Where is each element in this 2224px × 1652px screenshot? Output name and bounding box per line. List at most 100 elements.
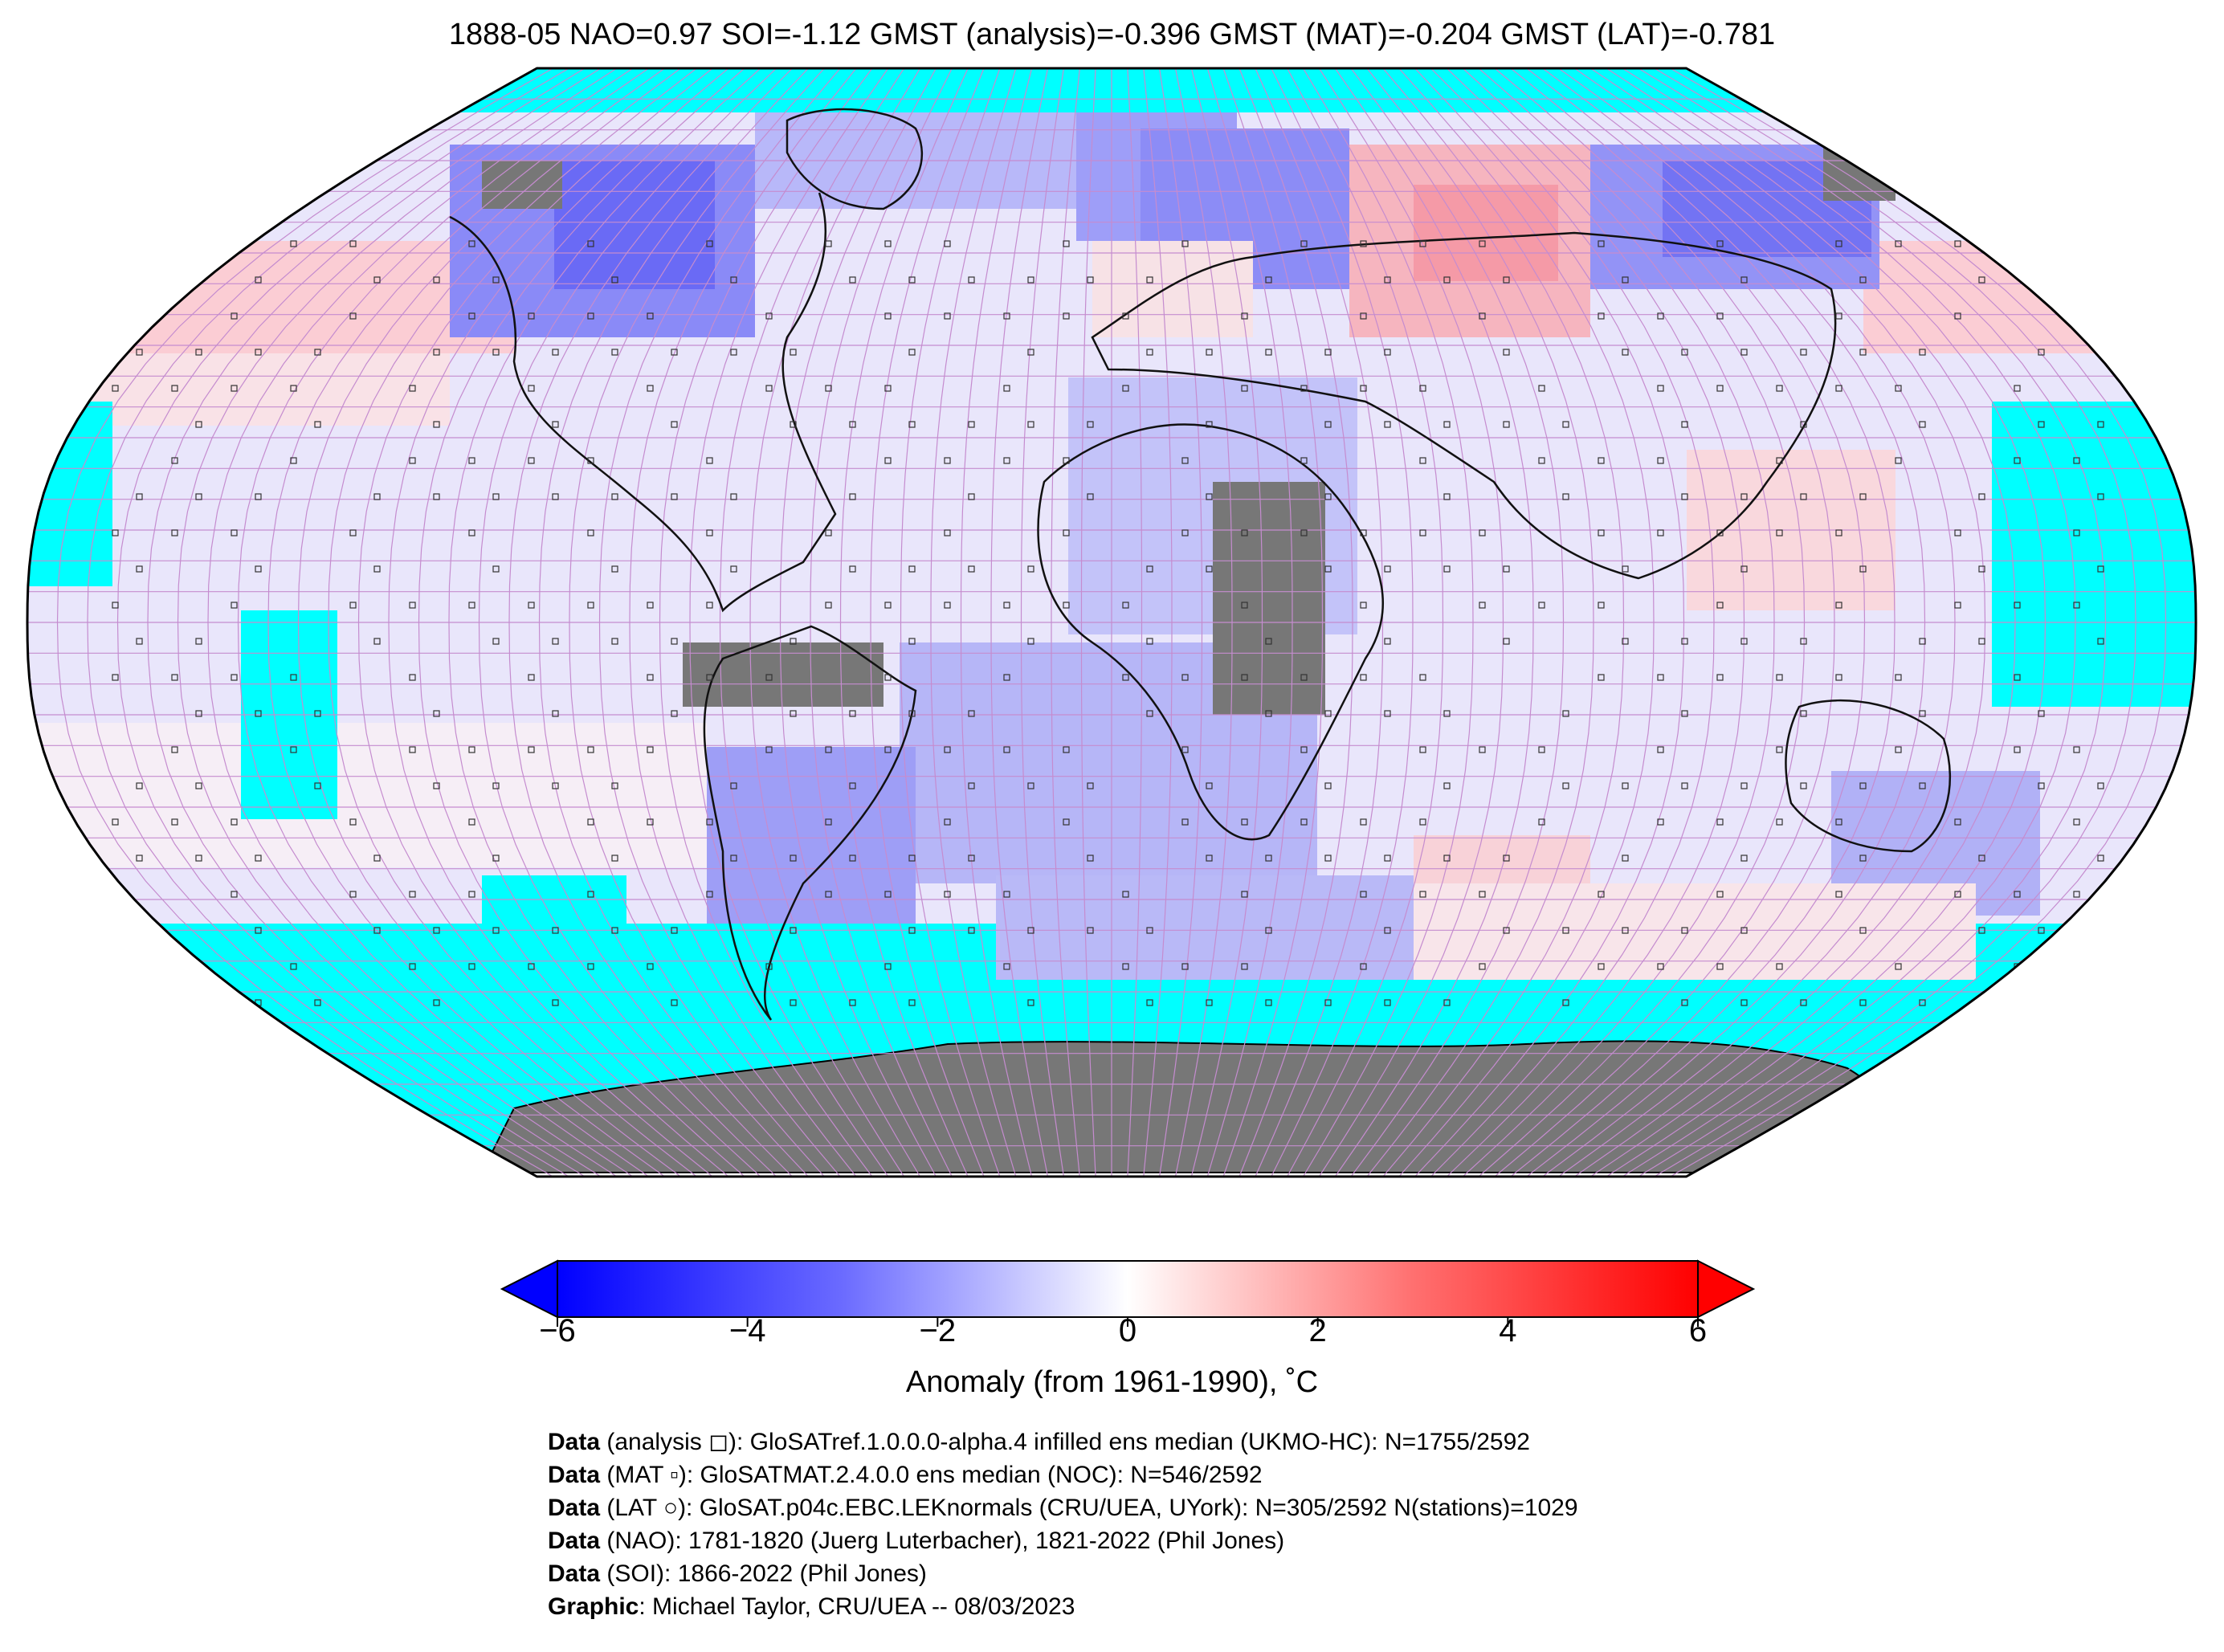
observation-marker — [1479, 963, 1486, 970]
observation-marker — [1324, 421, 1332, 428]
observation-marker — [1895, 457, 1902, 464]
observation-marker — [1776, 674, 1783, 681]
observation-marker — [1146, 638, 1153, 645]
observation-marker — [1919, 349, 1926, 356]
observation-marker — [231, 602, 238, 609]
observation-marker — [1181, 746, 1189, 753]
observation-marker — [1360, 602, 1367, 609]
observation-marker — [908, 855, 916, 862]
longitude-line — [779, 68, 937, 1177]
observation-marker — [825, 746, 832, 753]
observation-marker — [790, 999, 797, 1006]
observation-marker — [1978, 927, 1985, 934]
observation-marker — [1027, 638, 1034, 645]
observation-marker — [1622, 349, 1629, 356]
longitude-line — [1366, 68, 1594, 1177]
observation-marker — [1443, 782, 1451, 789]
longitude-line — [1239, 68, 1353, 1177]
longitude-line — [508, 68, 793, 1177]
observation-marker — [433, 421, 440, 428]
observation-marker — [1443, 565, 1451, 573]
observation-marker — [112, 312, 119, 320]
observation-marker — [1538, 602, 1545, 609]
longitude-line — [418, 68, 745, 1177]
observation-marker — [1978, 493, 1985, 500]
observation-marker — [1919, 638, 1926, 645]
observation-marker — [587, 240, 594, 247]
observation-marker — [1598, 457, 1605, 464]
observation-marker — [1835, 312, 1842, 320]
observation-marker — [1919, 782, 1926, 789]
colorbar-tick-label: 6 — [1688, 1313, 1708, 1348]
observation-marker — [1443, 999, 1451, 1006]
colorbar — [500, 1259, 1756, 1327]
observation-marker — [2014, 602, 2021, 609]
credit-label: Data — [548, 1462, 601, 1488]
longitude-line — [478, 68, 777, 1177]
observation-marker — [1027, 276, 1034, 283]
observation-marker — [1063, 240, 1070, 247]
longitude-line — [147, 68, 602, 1177]
observation-marker — [231, 240, 238, 247]
credit-line: Data (MAT ▫): GloSATMAT.2.4.0.0 ens medi… — [548, 1458, 1578, 1491]
observation-marker — [1087, 421, 1094, 428]
observation-marker — [849, 710, 856, 717]
observation-marker — [1776, 963, 1783, 970]
observation-marker — [433, 782, 440, 789]
observation-marker — [730, 276, 737, 283]
observation-marker — [1622, 638, 1629, 645]
longitude-line — [1159, 68, 1203, 1177]
observation-marker — [1003, 457, 1010, 464]
longitude-line — [1206, 68, 1293, 1177]
longitude-line — [388, 68, 729, 1177]
observation-marker — [1800, 421, 1807, 428]
observation-marker — [1479, 240, 1486, 247]
observation-marker — [825, 818, 832, 826]
observation-marker — [1181, 674, 1189, 681]
observation-marker — [671, 710, 678, 717]
observation-marker — [1003, 312, 1010, 320]
observation-marker — [671, 493, 678, 500]
observation-marker — [1716, 963, 1724, 970]
observation-marker — [587, 818, 594, 826]
observation-marker — [136, 927, 143, 934]
observation-marker — [1657, 529, 1664, 536]
observation-marker — [968, 565, 975, 573]
observation-marker — [647, 963, 654, 970]
credit-line: Data (SOI): 1866-2022 (Phil Jones) — [548, 1557, 1578, 1590]
observation-marker — [849, 565, 856, 573]
observation-marker — [1300, 385, 1308, 392]
observation-marker — [1181, 529, 1189, 536]
observation-marker — [1716, 312, 1724, 320]
credit-label: Data — [548, 1560, 601, 1587]
observation-marker — [884, 891, 892, 898]
longitude-line — [1430, 68, 1715, 1177]
observation-marker — [1027, 421, 1034, 428]
observation-marker — [468, 312, 475, 320]
longitude-line — [1318, 68, 1504, 1177]
observation-marker — [112, 891, 119, 898]
longitude-line — [659, 68, 873, 1177]
observation-marker — [1300, 240, 1308, 247]
observation-marker — [1146, 710, 1153, 717]
colorbar-tick-label: −6 — [539, 1313, 576, 1348]
observation-marker — [1027, 565, 1034, 573]
observation-marker — [2073, 746, 2080, 753]
observation-marker — [730, 565, 737, 573]
longitude-line — [749, 68, 921, 1177]
observation-marker — [1681, 999, 1688, 1006]
observation-marker — [468, 963, 475, 970]
observation-marker — [1384, 638, 1391, 645]
observation-marker — [968, 276, 975, 283]
longitude-line — [1255, 68, 1384, 1177]
observation-marker — [409, 602, 416, 609]
observation-marker — [730, 782, 737, 789]
observation-marker — [255, 349, 262, 356]
observation-marker — [2038, 710, 2045, 717]
observation-marker — [587, 963, 594, 970]
observation-marker — [2038, 782, 2045, 789]
observation-marker — [1538, 385, 1545, 392]
longitude-line — [237, 68, 649, 1177]
observation-marker — [492, 927, 500, 934]
observation-marker — [587, 746, 594, 753]
